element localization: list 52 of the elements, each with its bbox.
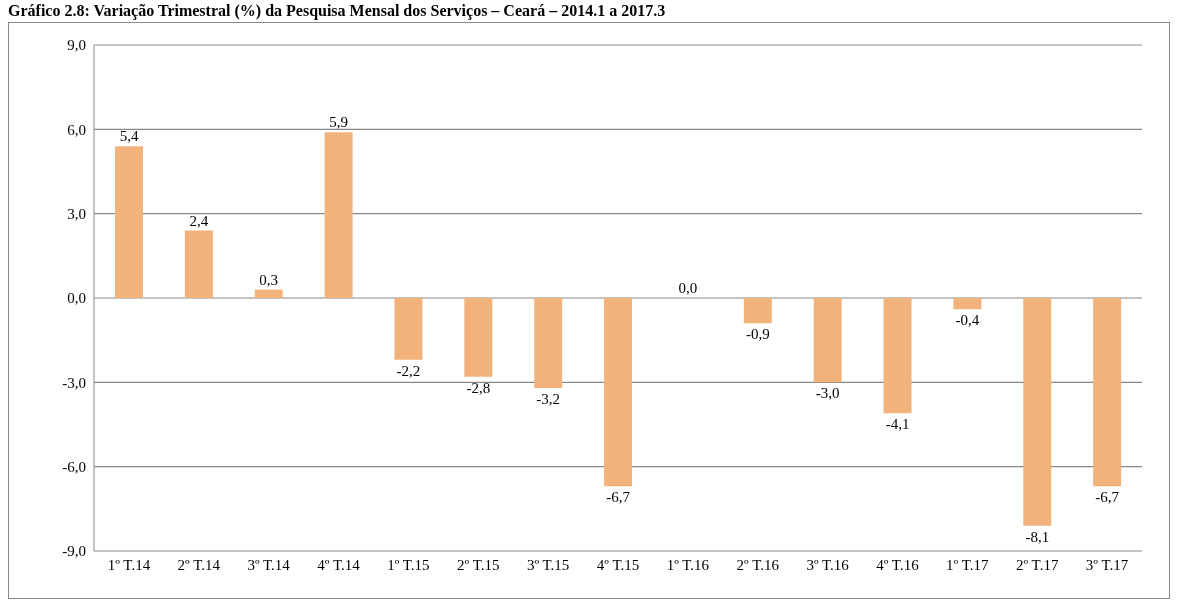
bar [254, 289, 283, 298]
bar [604, 298, 633, 487]
bar [394, 298, 423, 360]
x-tick-label: 2º T.17 [1015, 556, 1059, 573]
x-tick-label: 2º T.14 [177, 556, 221, 573]
bar [883, 298, 912, 414]
data-label: 2,4 [189, 212, 209, 229]
y-tick-label: 3,0 [67, 205, 86, 222]
x-tick-label: 3º T.15 [526, 556, 570, 573]
data-label: 5,4 [119, 128, 139, 145]
x-tick-label: 3º T.14 [247, 556, 291, 573]
data-label: 0,0 [678, 279, 698, 296]
data-label: -6,7 [1095, 489, 1120, 506]
data-label: -8,1 [1025, 528, 1050, 545]
data-label: -2,8 [466, 379, 491, 396]
bar [115, 146, 143, 298]
x-tick-label: 4º T.14 [317, 556, 361, 573]
bar [1093, 298, 1122, 487]
bar [743, 298, 772, 324]
y-tick-label: 6,0 [67, 121, 86, 138]
x-tick-label: 2º T.16 [736, 556, 780, 573]
bar [534, 298, 563, 388]
bar [813, 298, 842, 383]
data-label: -2,2 [396, 362, 421, 379]
x-tick-label: 1º T.16 [666, 556, 710, 573]
y-tick-label: -9,0 [62, 543, 86, 560]
data-label: -0,4 [955, 312, 980, 329]
data-label: -3,0 [815, 385, 840, 402]
bar [953, 298, 982, 310]
x-tick-label: 3º T.17 [1085, 556, 1129, 573]
data-label: -4,1 [885, 416, 910, 433]
data-label: 0,3 [259, 271, 279, 288]
bar [464, 298, 493, 377]
y-tick-label: 0,0 [67, 290, 86, 307]
x-tick-label: 3º T.16 [806, 556, 850, 573]
x-tick-label: 4º T.15 [596, 556, 640, 573]
y-tick-label: 9,0 [67, 37, 86, 54]
bar [1023, 298, 1052, 526]
bar [184, 230, 213, 298]
x-tick-label: 4º T.16 [876, 556, 920, 573]
bar [324, 132, 353, 298]
x-tick-label: 1º T.15 [387, 556, 430, 573]
data-label: -6,7 [606, 489, 631, 506]
x-tick-label: 2º T.15 [457, 556, 500, 573]
data-label: -0,9 [745, 326, 770, 343]
x-tick-label: 1º T.17 [946, 556, 990, 573]
x-tick-label: 1º T.14 [107, 556, 151, 573]
y-tick-label: -3,0 [62, 374, 86, 391]
y-tick-label: -6,0 [62, 458, 86, 475]
data-label: 5,9 [329, 114, 348, 131]
data-label: -3,2 [536, 390, 561, 407]
chart-title: Gráfico 2.8: Variação Trimestral (%) da Pesquisa Mensal dos Serviços – Ceará – 2014.1 a 2017.3 [8, 2, 667, 20]
